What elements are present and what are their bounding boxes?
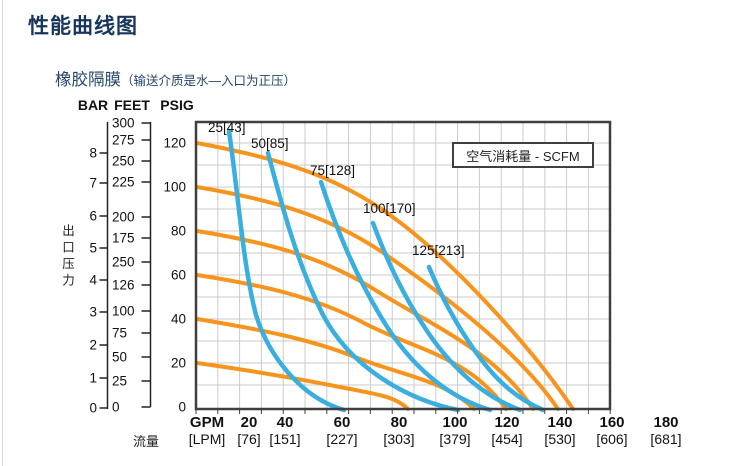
performance-curves xyxy=(195,141,575,411)
psig-tick-label: 80 xyxy=(170,223,186,239)
scfm-curve-label: 50[85] xyxy=(251,136,289,151)
feet-tick-label: 175 xyxy=(112,230,135,246)
gpm-tick-label: 20 xyxy=(240,414,258,431)
air-consumption-curve xyxy=(426,264,546,413)
performance-curve xyxy=(195,141,575,411)
feet-tick-label: 225 xyxy=(112,174,135,190)
y-unit-header-bar: BAR xyxy=(77,97,109,113)
bar-tick-label: 0 xyxy=(89,400,97,416)
feet-tick-label: 250 xyxy=(112,254,135,270)
feet-tick-label: 75 xyxy=(112,325,128,341)
lpm-tick-label: [681] xyxy=(650,431,682,447)
page-left-border xyxy=(2,0,3,466)
psig-tick-label: 0 xyxy=(178,399,186,415)
psig-tick-label: 60 xyxy=(170,267,186,283)
bar-tick-label: 8 xyxy=(89,145,97,161)
bar-tick-label: 3 xyxy=(89,304,97,320)
performance-curve xyxy=(195,361,410,411)
feet-tick-label: 300 xyxy=(112,115,135,131)
air-consumption-curve xyxy=(226,128,347,413)
lpm-tick-label: [530] xyxy=(544,431,576,447)
lpm-tick-label: [606] xyxy=(596,431,628,447)
lpm-tick-label: [227] xyxy=(326,431,358,447)
bar-tick-label: 1 xyxy=(89,370,97,386)
page-title: 性能曲线图 xyxy=(28,15,138,38)
gpm-tick-label: 140 xyxy=(547,414,573,431)
feet-tick-label: 100 xyxy=(112,303,135,319)
legend-text: 空气消耗量 - SCFM xyxy=(466,148,580,164)
air-consumption-curves xyxy=(226,128,546,413)
gpm-tick-label: 40 xyxy=(276,414,294,431)
feet-tick-label: 250 xyxy=(112,153,135,169)
gpm-tick-label: 120 xyxy=(494,414,520,431)
lpm-tick-label: [454] xyxy=(491,431,523,447)
performance-curve xyxy=(195,229,535,411)
gpm-tick-label: 80 xyxy=(390,414,408,431)
lpm-tick-label: [76] xyxy=(237,431,261,447)
scfm-curve-label: 100[170] xyxy=(363,201,416,216)
y-unit-header-psig: PSIG xyxy=(160,97,194,113)
feet-tick-label: 275 xyxy=(112,132,135,148)
lpm-tick-label: [379] xyxy=(439,431,471,447)
feet-axis xyxy=(141,122,152,408)
psig-tick-label: 100 xyxy=(163,179,186,195)
air-consumption-curve xyxy=(265,150,461,413)
bar-tick-label: 2 xyxy=(89,337,97,353)
psig-tick-label: 20 xyxy=(170,355,186,371)
feet-tick-label: 200 xyxy=(112,209,135,225)
feet-tick-label: 50 xyxy=(112,349,128,365)
y-axis-label: 出口压力 xyxy=(60,224,74,290)
gpm-tick-label: 160 xyxy=(599,414,625,431)
plot-frame xyxy=(194,120,612,411)
gpm-tick-label: 180 xyxy=(653,414,679,431)
bar-tick-label: 6 xyxy=(89,208,97,224)
y-unit-header-feet: FEET xyxy=(114,97,150,113)
performance-curve xyxy=(195,185,560,411)
x-axis-name: 流量 xyxy=(133,434,160,449)
bar-tick-label: 4 xyxy=(89,272,97,288)
scfm-curve-label: 125[213] xyxy=(412,243,465,258)
feet-tick-label: 126 xyxy=(112,277,135,293)
bar-axis xyxy=(99,122,109,409)
bar-tick-label: 5 xyxy=(89,240,97,256)
lpm-tick-label: [LPM] xyxy=(188,431,226,447)
subtitle-note: （输送介质是水—入口为正压） xyxy=(121,74,297,88)
psig-tick-label: 120 xyxy=(163,135,186,151)
legend-box: 空气消耗量 - SCFM xyxy=(452,142,594,168)
gpm-tick-label: 60 xyxy=(333,414,351,431)
gpm-tick-label: GPM xyxy=(189,414,225,431)
lpm-tick-label: [303] xyxy=(383,431,415,447)
air-consumption-curve xyxy=(370,220,523,413)
performance-curve xyxy=(195,273,508,411)
feet-tick-label: 0 xyxy=(112,399,120,415)
subtitle-main: 橡胶隔膜 xyxy=(55,71,121,89)
scfm-curve-label: 75[128] xyxy=(310,163,356,178)
scfm-curve-label: 25[43] xyxy=(208,120,246,135)
chart-subtitle: 橡胶隔膜（输送介质是水—入口为正压） xyxy=(55,66,296,90)
gpm-tick-label: 100 xyxy=(442,414,468,431)
psig-tick-label: 40 xyxy=(170,311,186,327)
bar-tick-label: 7 xyxy=(89,175,97,191)
feet-tick-label: 25 xyxy=(112,373,128,389)
x-axis-ticks xyxy=(195,410,611,414)
lpm-tick-label: [151] xyxy=(269,431,301,447)
air-consumption-curve xyxy=(318,179,493,413)
